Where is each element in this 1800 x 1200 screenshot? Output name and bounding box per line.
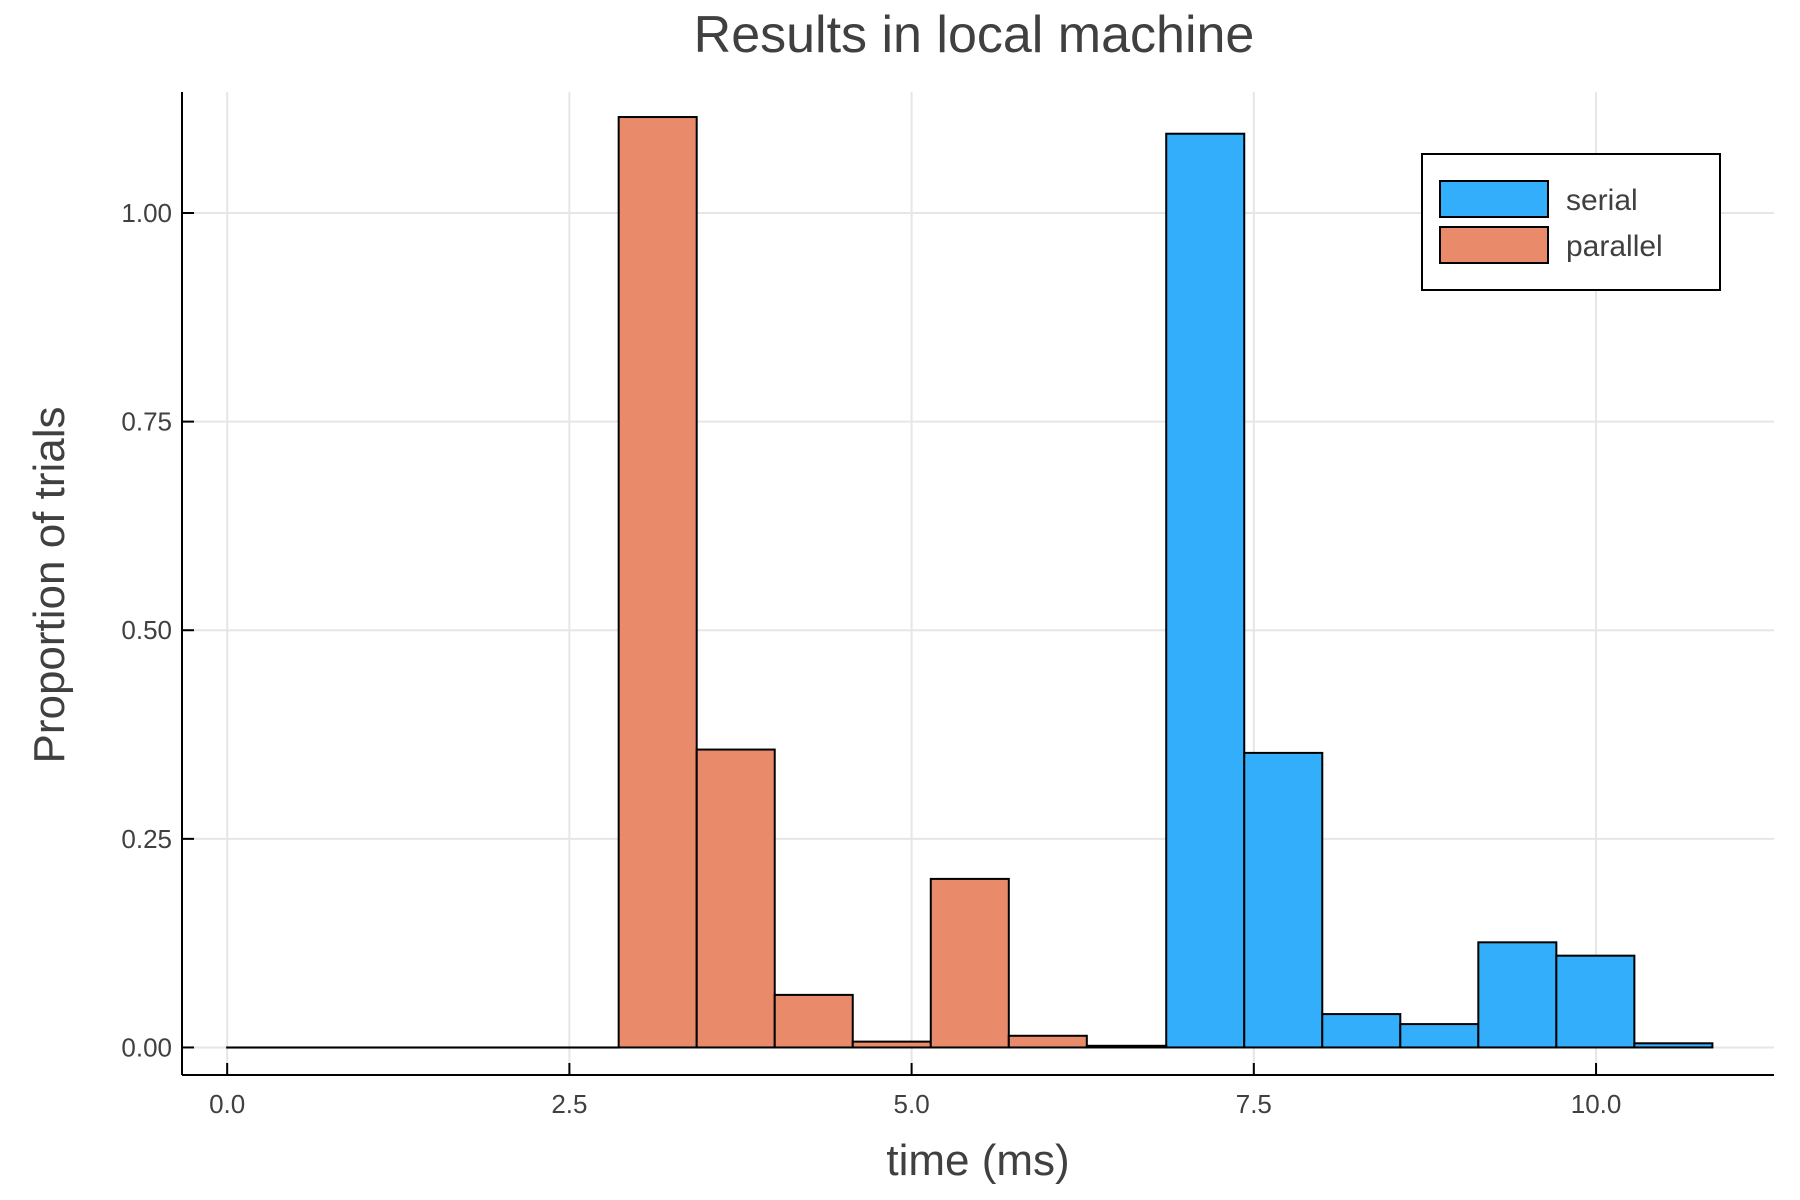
y-tick-label: 1.00 xyxy=(121,198,172,228)
y-tick-label: 0.25 xyxy=(121,824,172,854)
bar-serial xyxy=(1477,941,1558,1049)
bar-parallel xyxy=(929,877,1010,1049)
x-tick-label: 10.0 xyxy=(1571,1089,1622,1119)
x-tick-label: 0.0 xyxy=(209,1089,245,1119)
bar-parallel xyxy=(695,748,776,1049)
y-tick-label: 0.75 xyxy=(121,407,172,437)
y-axis-label: Proportion of trials xyxy=(25,406,74,763)
tick-labels: 0.0 2.5 5.0 7.5 10.0 0.00 0.25 0.50 0.75 1.00 xyxy=(121,198,1621,1119)
axes xyxy=(181,92,1774,1076)
bar-serial xyxy=(1321,1013,1402,1049)
x-tick-label: 2.5 xyxy=(551,1089,587,1119)
bar-serial xyxy=(1399,1023,1480,1049)
y-tick-label: 0.00 xyxy=(121,1032,172,1062)
bar-parallel xyxy=(1085,1044,1168,1049)
bar-parallel xyxy=(1007,1034,1088,1049)
bar-parallel xyxy=(851,1040,932,1049)
bar-serial xyxy=(1555,954,1636,1049)
bar-serial xyxy=(1243,751,1324,1049)
legend-swatch-parallel xyxy=(1439,226,1549,264)
bar-parallel xyxy=(773,993,854,1049)
x-axis-label: time (ms) xyxy=(886,1136,1069,1185)
legend-swatch-serial xyxy=(1439,180,1549,218)
bar-serial xyxy=(1165,132,1246,1049)
legend-box xyxy=(1421,153,1721,291)
x-tick-label: 7.5 xyxy=(1236,1089,1272,1119)
legend-label-parallel: parallel xyxy=(1566,230,1663,263)
legend-label-serial: serial xyxy=(1566,184,1638,217)
x-tick-label: 5.0 xyxy=(894,1089,930,1119)
y-tick-label: 0.50 xyxy=(121,615,172,645)
bars xyxy=(226,116,1714,1049)
chart-title: Results in local machine xyxy=(694,6,1255,64)
legend: serial parallel xyxy=(1421,153,1721,291)
bar-parallel xyxy=(617,116,698,1049)
bar-serial xyxy=(1633,1042,1714,1049)
